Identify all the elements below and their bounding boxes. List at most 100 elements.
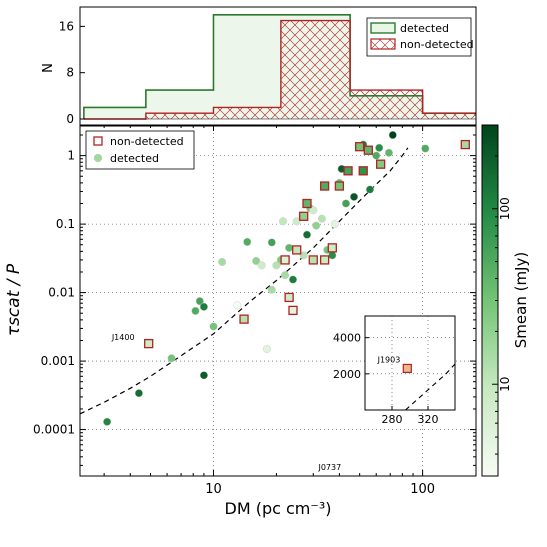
non-detected-point [355,142,365,152]
inset-x-tick-label: 320 [418,413,439,426]
detected-point [372,151,381,160]
detected-legend-label: detected [110,152,159,165]
detected-point [292,217,301,226]
x-tick-label: 100 [410,482,435,497]
detected-point [267,238,276,247]
non-detected-point [280,255,290,265]
non-detected-point [288,305,298,316]
detected-point [272,261,281,270]
detected-point [167,354,176,363]
non-detected-point [376,159,386,169]
detected-point [195,297,204,306]
non-detected-point [460,139,470,150]
colorbar-label: Smean (mJy) [512,252,530,348]
detected-point [299,251,308,260]
detected-point [285,243,294,252]
detected-point [257,261,266,270]
non-detected-hatch [350,90,423,119]
y-tick-label: 0.01 [48,286,75,300]
histogram-y-tick-label: 8 [66,66,74,80]
detected-point [252,256,261,265]
inset-x-tick-label: 280 [382,413,403,426]
non-detected-point [334,181,345,191]
non-detected-point [284,292,294,303]
non-detected-point [299,211,309,221]
inset-panel: J1903 280 320 2000 4000 [333,315,456,426]
scatter-legend-box [85,130,195,170]
histogram-legend: detected non-detected [366,17,474,57]
detected-point [384,148,393,157]
detected-point [134,389,143,398]
detected-point [365,185,375,194]
detected-point [312,221,321,230]
non-detected-point [327,243,337,253]
detected-legend-swatch [370,22,396,34]
detected-point [421,144,430,153]
y-tick-label: 1 [67,149,75,163]
non-detected-legend-swatch [370,38,396,50]
non-detected-point [302,198,312,209]
non-detected-point [319,181,330,191]
inset-y-tick-label: 4000 [333,332,361,345]
histogram-y-tick-label: 16 [59,19,74,33]
non-detected-point [358,166,368,176]
inset-fit-curve [405,363,455,410]
inset-point [402,363,412,374]
colorbar: 10 100 Smean (mJy) [481,124,530,477]
non-detected-hatch [145,113,214,119]
detected-fill [83,14,476,119]
non-detected-legend-marker [93,136,103,146]
detected-point [288,275,298,284]
detected-legend-label: detected [400,22,449,35]
histogram-y-tick-label: 0 [66,112,74,126]
detected-point [341,199,351,208]
histogram-frame [79,6,477,127]
colorbar-tick-label: 100 [498,197,512,220]
non-detected-point [308,255,318,265]
detected-point [309,206,318,215]
non-detected-point [239,314,249,324]
colorbar-tick-label: 10 [498,377,512,392]
x-axis-label: DM (pc cm⁻³) [225,499,332,518]
y-axis-label: τscat / P [4,263,24,336]
detected-point [103,417,112,426]
detected-point [267,285,276,294]
non-detected-hatch [422,113,476,119]
detected-point [349,192,359,201]
inset-y-tick-label: 2000 [333,368,361,381]
detected-point [233,301,242,310]
non-detected-hatch [213,107,281,119]
scatter-legend: non-detected detected [85,130,195,170]
x-tick-label: 10 [205,482,222,497]
detected-point [330,220,339,229]
histogram-y-label: N [41,63,56,73]
detected-point [278,217,288,226]
point-annotation: J0737 [317,463,341,472]
detected-point [328,251,337,260]
non-detected-legend-label: non-detected [110,135,184,148]
inset-plot-area [365,316,455,410]
non-detected-point [144,338,154,349]
scatter-plot-area [80,130,470,486]
fit-curve [80,147,409,415]
non-detected-hatch [280,20,351,119]
non-detected-point [363,145,373,155]
scatter-frame [79,124,477,477]
y-tick-label: 0.1 [56,217,75,231]
detected-point [218,257,227,267]
non-detected-point [343,166,353,176]
detected-point [388,130,397,140]
y-tick-label: 0.001 [41,354,75,368]
point-annotation: J1400 [111,333,135,342]
detected-point [352,478,360,486]
detected-legend-marker [93,153,103,163]
histogram-bars [83,13,476,120]
detected-point [262,344,271,354]
inset-frame [364,315,456,411]
detected-point [375,143,384,152]
detected-point [317,214,326,223]
detected-point [199,371,208,380]
non-detected-point [292,245,302,255]
